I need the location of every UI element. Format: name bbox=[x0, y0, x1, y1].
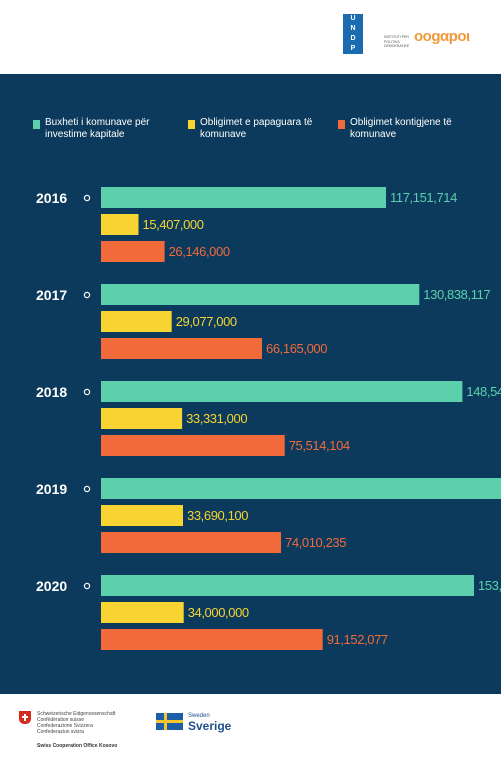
data-label: 74,010,235 bbox=[285, 535, 346, 550]
data-label: 75,514,104 bbox=[289, 438, 350, 453]
bar bbox=[101, 629, 323, 650]
data-label: 91,152,077 bbox=[327, 632, 388, 647]
bar bbox=[101, 241, 165, 262]
legend-swatch bbox=[338, 120, 345, 129]
partner-institute-text: INSTITUTI PER POLITIKA DEMOKRATIKE bbox=[384, 35, 414, 49]
bar bbox=[101, 575, 474, 596]
year-label: 2016 bbox=[36, 190, 67, 206]
year-marker bbox=[83, 194, 91, 202]
year-label: 2020 bbox=[36, 578, 67, 594]
header bbox=[0, 0, 501, 74]
sweden-flag-icon bbox=[156, 713, 183, 730]
bar bbox=[101, 214, 139, 235]
bar bbox=[101, 408, 183, 429]
bar bbox=[101, 505, 183, 526]
partner-logo: οοgαpοι bbox=[414, 28, 470, 45]
bar bbox=[101, 435, 285, 456]
undp-logo-letter: D bbox=[350, 35, 356, 42]
legend-swatch bbox=[33, 120, 40, 129]
swiss-line: Confederazione Svizzera bbox=[37, 723, 93, 729]
bar bbox=[101, 532, 281, 553]
bar bbox=[101, 478, 501, 499]
swiss-flag-icon bbox=[19, 711, 31, 724]
data-label: 33,331,000 bbox=[186, 411, 247, 426]
year-label: 2019 bbox=[36, 481, 67, 497]
undp-logo-letter: P bbox=[350, 45, 356, 52]
data-label: 26,146,000 bbox=[169, 244, 230, 259]
year-marker bbox=[83, 388, 91, 396]
bar bbox=[101, 284, 420, 305]
bar bbox=[101, 381, 463, 402]
undp-logo-letter: N bbox=[350, 25, 356, 32]
undp-logo: U N D P bbox=[343, 14, 363, 54]
legend-label: Buxheti i komunave për investime kapital… bbox=[45, 117, 150, 140]
partner-institute-line: INSTITUTI PER bbox=[384, 35, 409, 39]
bar bbox=[101, 311, 172, 332]
bar bbox=[101, 602, 184, 623]
data-label: 66,165,000 bbox=[266, 341, 327, 356]
data-label: 148,545,200 bbox=[466, 384, 501, 399]
year-marker bbox=[83, 291, 91, 299]
year-marker bbox=[83, 582, 91, 590]
sverige-label: Sverige bbox=[188, 719, 232, 733]
data-label: 29,077,000 bbox=[176, 314, 237, 329]
legend: Buxheti i komunave për investime kapital… bbox=[0, 117, 501, 157]
undp-logo-letter: U bbox=[350, 15, 356, 22]
partner-institute-line: DEMOKRATIKE bbox=[384, 44, 410, 48]
swiss-office-label: Swiss Cooperation Office Kosovo bbox=[37, 743, 118, 749]
data-label: 34,000,000 bbox=[188, 605, 249, 620]
year-label: 2017 bbox=[36, 287, 67, 303]
data-label: 15,407,000 bbox=[143, 217, 204, 232]
legend-label: Obligimet kontigjene të komunave bbox=[350, 117, 452, 140]
year-marker bbox=[83, 485, 91, 493]
swiss-line: Confederaziun svizra bbox=[37, 729, 84, 735]
sweden-label: Sweden bbox=[188, 713, 210, 719]
swiss-confederation-text: Schweizerische Eidgenossenschaft Confédé… bbox=[37, 711, 115, 735]
bar bbox=[101, 187, 386, 208]
data-label: 130,838,117 bbox=[423, 287, 490, 302]
swiss-line: Confédération suisse bbox=[37, 717, 84, 723]
data-label: 117,151,714 bbox=[390, 190, 457, 205]
swiss-line: Schweizerische Eidgenossenschaft bbox=[37, 711, 116, 717]
legend-swatch bbox=[188, 120, 195, 129]
data-label: 33,690,100 bbox=[187, 508, 248, 523]
year-label: 2018 bbox=[36, 384, 67, 400]
data-label: 153,325,303 bbox=[478, 578, 501, 593]
bar bbox=[101, 338, 262, 359]
legend-label: Obligimet e papaguara të komunave bbox=[200, 117, 313, 140]
footer bbox=[0, 694, 501, 768]
partner-institute-line: POLITIKA bbox=[384, 39, 400, 44]
